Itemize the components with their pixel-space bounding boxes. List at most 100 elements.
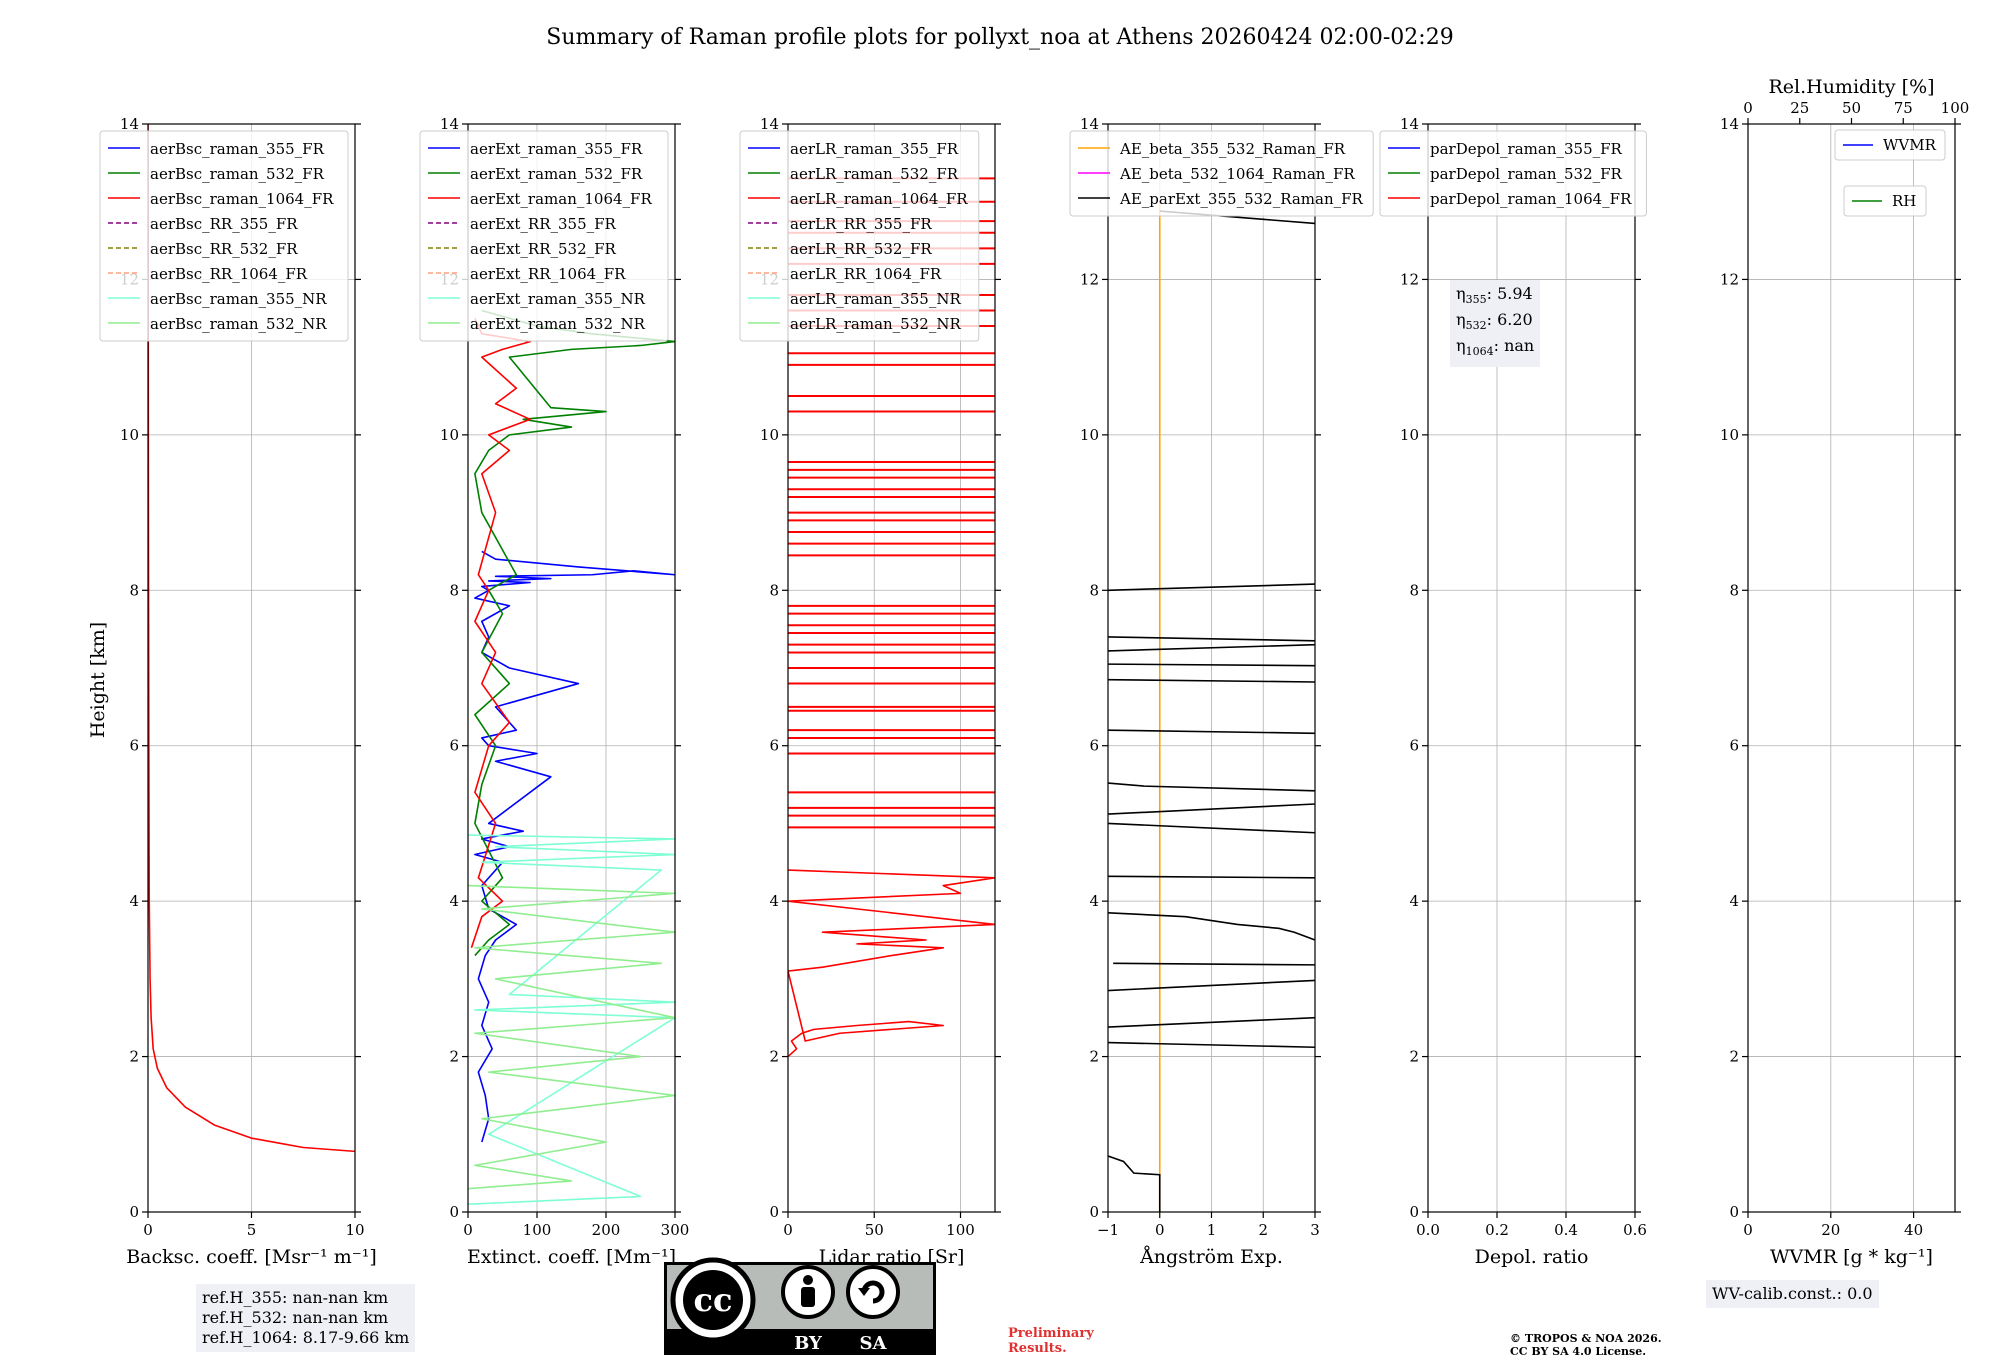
y-tick-label: 8 bbox=[1089, 581, 1099, 599]
legend-label: AE_beta_532_1064_Raman_FR bbox=[1119, 165, 1355, 183]
y-tick-label: 0 bbox=[1089, 1203, 1099, 1221]
legend-label: aerExt_RR_1064_FR bbox=[470, 265, 626, 283]
y-tick-label: 2 bbox=[1409, 1048, 1419, 1066]
panel-extinction: 010020030002468101214Extinct. coeff. [Mm… bbox=[419, 115, 689, 1268]
y-tick-label: 0 bbox=[769, 1203, 779, 1221]
legend-label: aerBsc_RR_532_FR bbox=[150, 240, 298, 258]
series-ae-parext-355-532-raman-fr-segment bbox=[1108, 643, 1315, 652]
series-ae-parext-355-532-raman-fr-segment bbox=[1108, 875, 1315, 879]
x-axis-label: Depol. ratio bbox=[1475, 1246, 1589, 1268]
cc-license-badge: cc BY SA bbox=[664, 1257, 936, 1355]
legend-frame bbox=[1834, 129, 1946, 161]
y-tick-label: 14 bbox=[440, 115, 459, 133]
legend-label: aerExt_raman_1064_FR bbox=[470, 190, 652, 208]
x-tick-label: 0 bbox=[783, 1221, 793, 1239]
series-ae-parext-355-532-raman-fr-segment bbox=[1108, 979, 1315, 992]
legend: aerLR_raman_355_FR aerLR_raman_532_FR aerL… bbox=[739, 130, 980, 342]
y-tick-label: 14 bbox=[120, 115, 139, 133]
x-tick-label: 0.2 bbox=[1485, 1221, 1509, 1239]
wv-calibration-box: WV-calib.const.: 0.0 bbox=[1706, 1280, 1879, 1308]
legend: RH bbox=[1843, 185, 1927, 217]
series-aerext-raman-532-fr-line bbox=[474, 309, 675, 957]
y-tick-label: 2 bbox=[769, 1048, 779, 1066]
panel-backscatter: 051002468101214Backsc. coeff. [Msr⁻¹ m⁻¹… bbox=[99, 115, 377, 1268]
preliminary-line-2: Results. bbox=[1008, 1341, 1067, 1356]
top-x-tick-label: 75 bbox=[1894, 99, 1913, 117]
figure-title: Summary of Raman profile plots for polly… bbox=[546, 25, 1453, 50]
depol-annotation: η355: 5.94 η532: 6.20 η1064: nan bbox=[1450, 280, 1541, 367]
y-axis-label: Height [km] bbox=[87, 622, 109, 738]
x-axis-label: Ångström Exp. bbox=[1139, 1246, 1283, 1268]
legend-label: aerBsc_raman_355_FR bbox=[150, 140, 325, 158]
panel-depol: 0.0 0.2 0.4 0.6 0 2 4 6 8 10 12 14 Depol. ratio parDe… bbox=[1379, 115, 1647, 1268]
legend-label: aerBsc_raman_532_NR bbox=[150, 315, 327, 333]
series-ae-parext-355-532-raman-fr-segment bbox=[1113, 962, 1315, 966]
legend-frame bbox=[419, 130, 669, 342]
x-tick-label: 5 bbox=[247, 1221, 257, 1239]
legend-frame bbox=[1069, 130, 1374, 217]
x-tick-label: 20 bbox=[1821, 1221, 1840, 1239]
legend-label: AE_parExt_355_532_Raman_FR bbox=[1119, 190, 1364, 208]
y-tick-label: 14 bbox=[1080, 115, 1099, 133]
x-tick-label: 50 bbox=[865, 1221, 884, 1239]
y-tick-label: 6 bbox=[449, 737, 459, 755]
svg-text:cc: cc bbox=[694, 1281, 733, 1319]
legend-label: aerBsc_RR_1064_FR bbox=[150, 265, 308, 283]
y-tick-label: 6 bbox=[129, 737, 139, 755]
legend-label: aerExt_raman_355_FR bbox=[470, 140, 643, 158]
y-tick-label: 6 bbox=[1089, 737, 1099, 755]
series-ae-parext-355-532-raman-fr-segment bbox=[1108, 663, 1315, 667]
axes-frame bbox=[1747, 123, 1956, 1213]
y-tick-label: 6 bbox=[1729, 737, 1739, 755]
y-tick-label: 0 bbox=[129, 1203, 139, 1221]
y-tick-label: 0 bbox=[1729, 1203, 1739, 1221]
wv-calib-text: WV-calib.const.: 0.0 bbox=[1712, 1284, 1873, 1303]
legend-label: RH bbox=[1892, 192, 1916, 210]
legend-label: aerLR_raman_532_FR bbox=[790, 165, 959, 183]
legend-label: AE_beta_355_532_Raman_FR bbox=[1119, 140, 1346, 158]
legend-label: parDepol_raman_1064_FR bbox=[1430, 190, 1632, 208]
share-alike-icon bbox=[846, 1265, 900, 1319]
legend-label: WVMR bbox=[1883, 136, 1937, 154]
series-ae-parext-355-532-raman-fr-segment bbox=[1108, 583, 1315, 592]
y-tick-label: 14 bbox=[760, 115, 779, 133]
copyright-line-2: CC BY SA 4.0 License. bbox=[1510, 1345, 1647, 1358]
y-tick-label: 14 bbox=[1400, 115, 1419, 133]
top-x-tick-label: 50 bbox=[1842, 99, 1861, 117]
ref-height-355: ref.H_355: nan-nan km bbox=[202, 1288, 389, 1307]
legend-label: aerBsc_raman_355_NR bbox=[150, 290, 327, 308]
legend-label: aerLR_raman_355_NR bbox=[790, 290, 961, 308]
ref-height-1064: ref.H_1064: 8.17-9.66 km bbox=[202, 1328, 410, 1347]
x-tick-label: 2 bbox=[1258, 1221, 1268, 1239]
y-tick-label: 4 bbox=[769, 892, 779, 910]
y-tick-label: 10 bbox=[1720, 426, 1739, 444]
series-ae-parext-355-532-raman-fr-segment bbox=[1108, 1016, 1315, 1028]
legend-frame bbox=[1843, 185, 1927, 217]
y-tick-label: 8 bbox=[129, 581, 139, 599]
y-tick-label: 8 bbox=[769, 581, 779, 599]
x-tick-label: 0.6 bbox=[1623, 1221, 1647, 1239]
series-ae-parext-355-532-raman-fr-segment bbox=[1108, 1041, 1315, 1049]
top-x-tick-label: 0 bbox=[1743, 99, 1753, 117]
y-tick-label: 8 bbox=[449, 581, 459, 599]
x-tick-label: 10 bbox=[345, 1221, 364, 1239]
y-tick-label: 2 bbox=[129, 1048, 139, 1066]
y-tick-label: 10 bbox=[1080, 426, 1099, 444]
y-tick-label: 8 bbox=[1729, 581, 1739, 599]
series-aerext-raman-355-nr-line bbox=[468, 834, 675, 1206]
legend-label: aerLR_raman_532_NR bbox=[790, 315, 961, 333]
legend-label: aerBsc_RR_355_FR bbox=[150, 215, 298, 233]
x-tick-label: 100 bbox=[523, 1221, 552, 1239]
legend: parDepol_raman_355_FR parDepol_raman_532_… bbox=[1379, 130, 1647, 217]
series-ae-parext-355-532-raman-fr-segment bbox=[1108, 636, 1315, 642]
legend-label: parDepol_raman_532_FR bbox=[1430, 165, 1623, 183]
axes-frame bbox=[1427, 123, 1636, 1213]
series-ae-parext-355-532-raman-fr-segment bbox=[1108, 729, 1315, 735]
legend: aerBsc_raman_355_FR aerBsc_raman_532_FRae… bbox=[99, 130, 349, 342]
series-ae-parext-355-532-raman-fr-segment bbox=[1108, 912, 1315, 941]
x-axis-label: Extinct. coeff. [Mm⁻¹] bbox=[467, 1246, 676, 1268]
data-layer bbox=[468, 309, 675, 1206]
y-tick-label: 14 bbox=[1720, 115, 1739, 133]
x-tick-label: 40 bbox=[1904, 1221, 1923, 1239]
badge-by-label: BY bbox=[794, 1333, 823, 1354]
